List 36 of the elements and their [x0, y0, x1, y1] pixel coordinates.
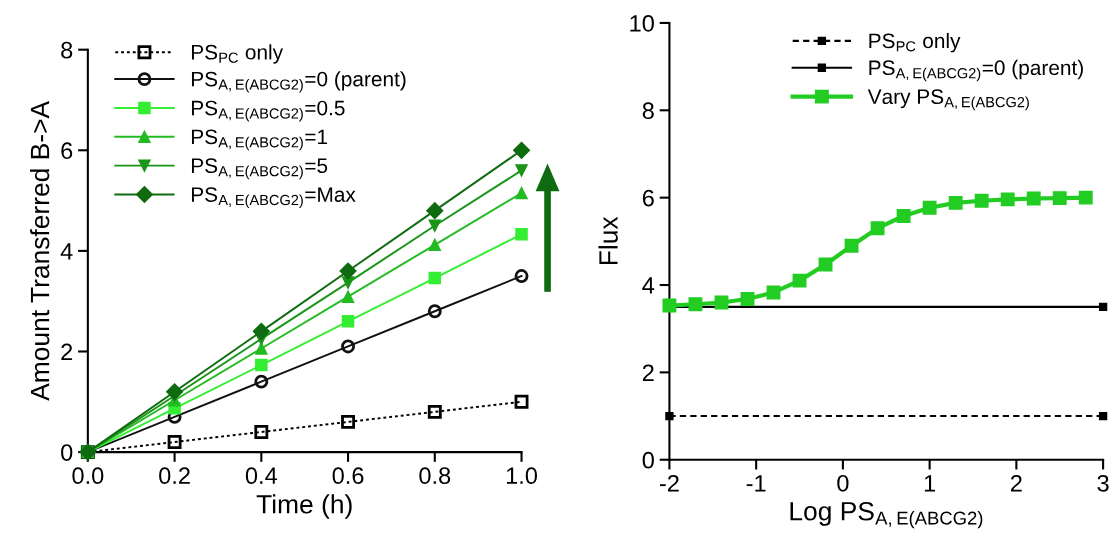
legend-label: PS$_{A,E(ABCG2)}$=0 (parent) — [869, 59, 1083, 82]
x-tick-label: 0.0 — [72, 467, 104, 485]
y-tick-label: 8 — [61, 41, 73, 59]
y-tick-label: 2 — [642, 364, 654, 381]
x-tick-label: 0.2 — [159, 467, 190, 485]
legend-label: Vary PS$_{A,E(ABCG2)}$ — [867, 89, 1029, 111]
x-tick-label: 0 — [837, 474, 849, 492]
x-tick-label: -2 — [659, 474, 679, 492]
legend-label: PS$_{PC}$ only — [191, 44, 284, 64]
legend-label: PS$_{A,E(ABCG2)}$=0 (parent) — [191, 71, 406, 93]
x-tick-label: 2 — [1010, 474, 1022, 492]
y-tick-label: 8 — [642, 102, 654, 120]
x-tick-label: -1 — [746, 475, 766, 492]
legend-label: PS$_{PC}$ only — [869, 32, 961, 53]
legend-label: PS$_{A,E(ABCG2)}$=5 — [191, 158, 328, 180]
y-tick-label: 6 — [61, 142, 73, 160]
legend-label: PS$_{A,E(ABCG2)}$=0.5 — [191, 100, 345, 122]
legend-label: PS$_{A,E(ABCG2)}$=1 — [191, 129, 328, 151]
x-axis-title: Log PS$_{A,E(ABCG2)}$ — [790, 501, 983, 529]
y-tick-label: 4 — [642, 277, 655, 294]
x-tick-label: 1 — [924, 475, 936, 492]
y-axis-title: Flux — [598, 216, 618, 265]
x-tick-label: 0.6 — [332, 467, 364, 485]
y-tick-label: 10 — [630, 15, 654, 32]
x-tick-label: 0.4 — [245, 467, 278, 485]
y-axis-title: Amount Transferred B->A — [29, 100, 50, 401]
legend-label: PS$_{A,E(ABCG2)}$=Max — [191, 187, 356, 209]
x-tick-label: 3 — [1097, 474, 1109, 492]
x-tick-label: 0.8 — [419, 467, 451, 485]
y-tick-label: 6 — [642, 189, 654, 207]
y-tick-label: 4 — [60, 243, 73, 260]
y-tick-label: 0 — [61, 444, 73, 461]
y-tick-label: 0 — [642, 451, 654, 469]
x-tick-label: 1.0 — [506, 467, 538, 485]
y-tick-label: 2 — [61, 343, 73, 361]
x-axis-title: Time (h) — [256, 494, 352, 519]
